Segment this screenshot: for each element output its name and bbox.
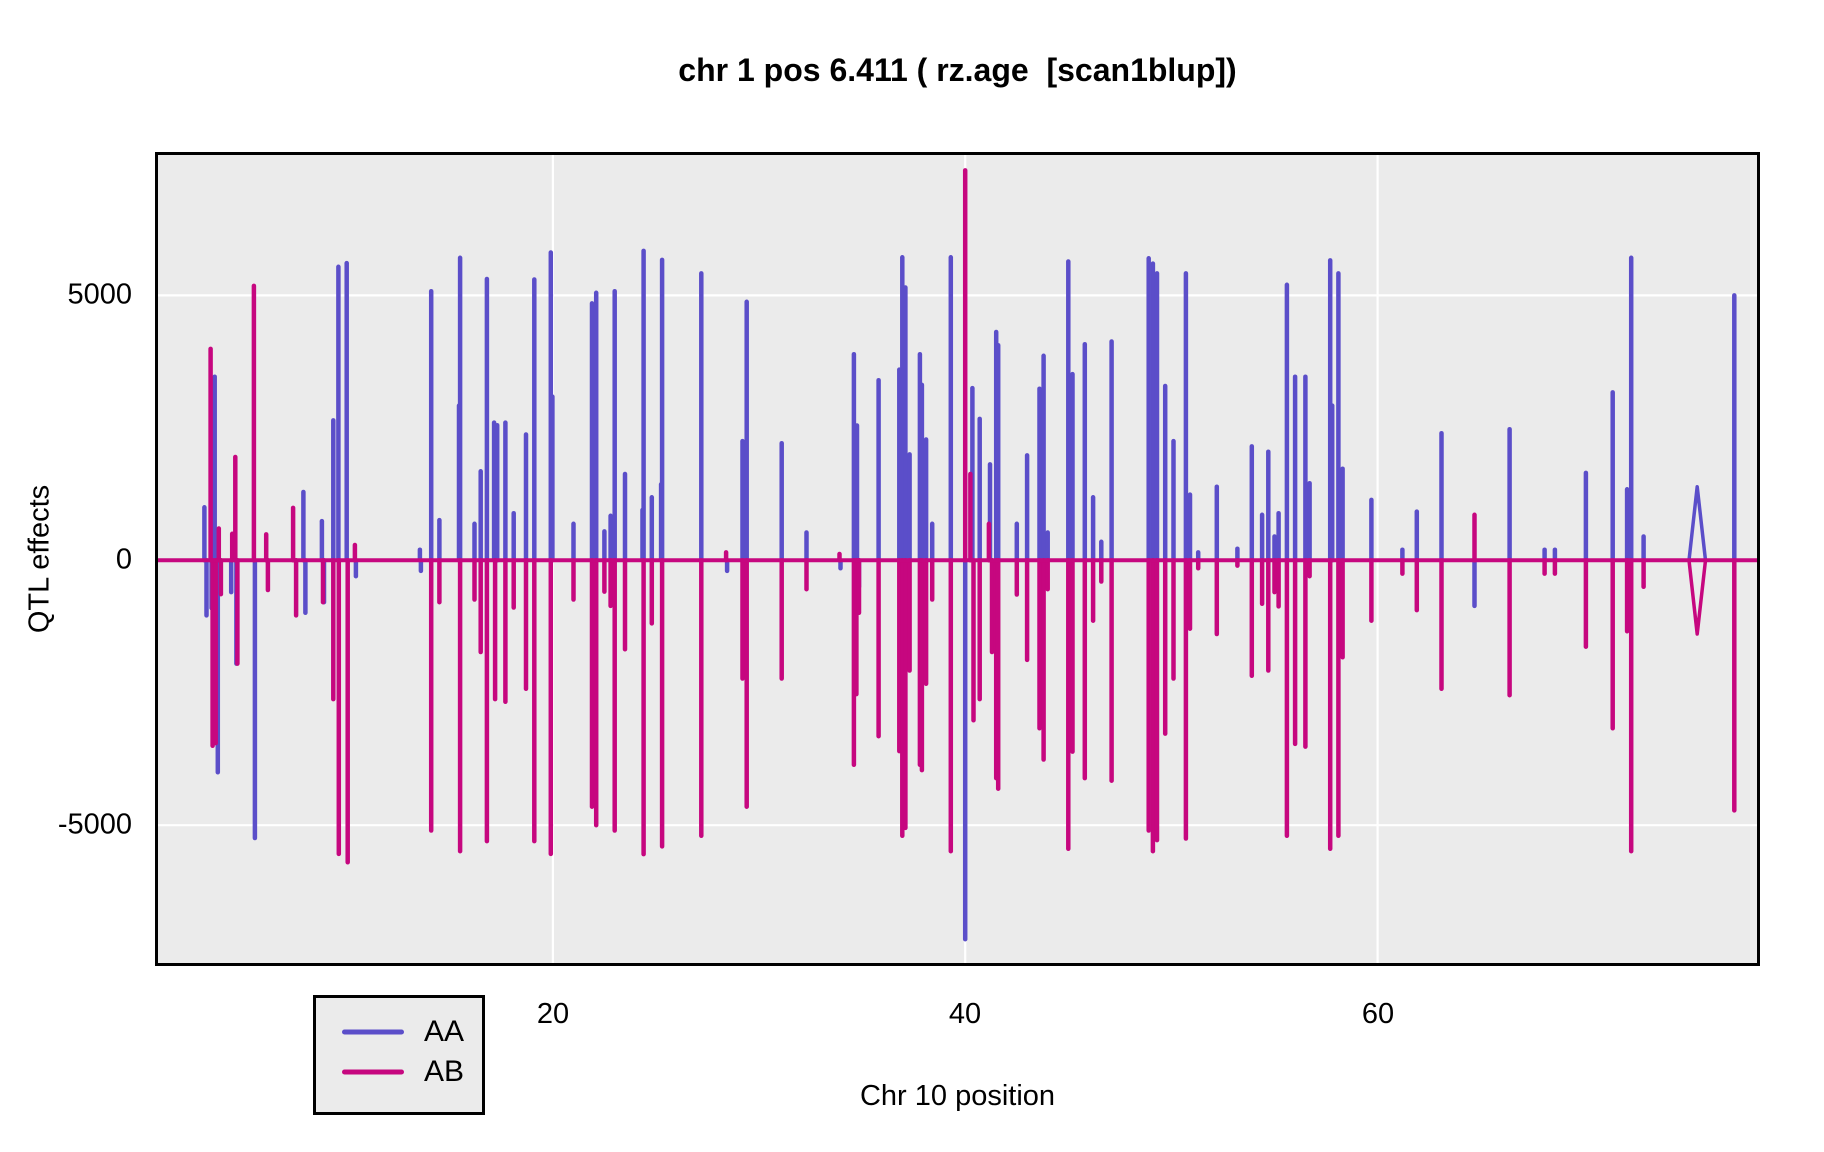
qtl-effects-plot: [158, 155, 1757, 963]
aa-open-spike: [1687, 484, 1708, 561]
y-tick-label-neg5000: -5000: [57, 808, 132, 841]
ab-line-swatch: [342, 1069, 404, 1075]
ab-open-spike: [1687, 560, 1708, 636]
x-tick-label-60: 60: [1361, 998, 1395, 1030]
legend-label-ab: AB: [424, 1055, 465, 1088]
chart-title: chr 1 pos 6.411 ( rz.age [scan1blup]): [678, 52, 1237, 88]
legend-box: AA AB: [313, 995, 485, 1115]
legend-entry-ab: AB: [316, 1052, 482, 1092]
plot-panel: AA AB: [155, 152, 1760, 1115]
y-tick-label-0: 0: [115, 543, 132, 576]
x-tick-label-20: 20: [536, 998, 570, 1030]
aa-line-swatch: [342, 1029, 404, 1035]
legend-label-aa: AA: [424, 1015, 465, 1048]
x-tick-label-40: 40: [948, 998, 982, 1030]
y-tick-label-5000: 5000: [67, 278, 132, 311]
legend-entry-aa: AA: [316, 1012, 482, 1052]
x-axis-title: Chr 10 position: [859, 1080, 1056, 1112]
